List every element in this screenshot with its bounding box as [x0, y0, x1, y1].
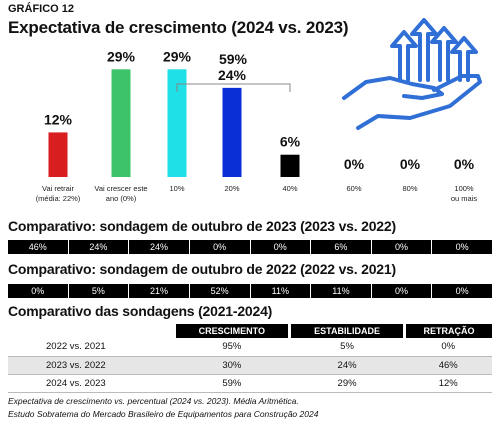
- summary-table: CRESCIMENTO ESTABILIDADE RETRAÇÃO 2022 v…: [8, 324, 492, 393]
- bar: [167, 69, 187, 177]
- hand-growth-arrows-icon: [342, 18, 482, 130]
- footnote: Expectativa de crescimento vs. percentua…: [8, 395, 318, 421]
- category-label: ou mais: [451, 194, 478, 203]
- strip-cell: 11%: [251, 284, 312, 298]
- strip-cell: 0%: [8, 284, 69, 298]
- chart-label: GRÁFICO 12: [8, 3, 75, 15]
- strip-cell: 0%: [251, 240, 312, 254]
- comparison-title-2022: Comparativo: sondagem de outubro de 2022…: [8, 261, 396, 277]
- table-cell: 2023 vs. 2022: [8, 356, 174, 375]
- bar-value-label: 29%: [163, 48, 192, 64]
- bar: [280, 154, 300, 177]
- bar-value-label: 0%: [344, 156, 365, 172]
- strip-cell: 24%: [129, 240, 190, 254]
- table-cell: 24%: [289, 356, 405, 375]
- footnote-line2: Estudo Sobratema do Mercado Brasileiro d…: [8, 409, 319, 419]
- table-cell: 29%: [289, 374, 405, 393]
- bar-value-label: 6%: [280, 134, 301, 150]
- group-bracket: [176, 83, 291, 92]
- bar: [48, 132, 68, 177]
- bar-value-label: 12%: [44, 111, 73, 127]
- table-header-crescimento: CRESCIMENTO: [172, 324, 290, 338]
- bar: [111, 69, 131, 177]
- category-label: 20%: [224, 184, 239, 193]
- bar-value-label: 29%: [107, 48, 136, 64]
- strip-cell: 0%: [372, 240, 433, 254]
- bar-value-label: 0%: [454, 156, 475, 172]
- table-row: 2022 vs. 2021 95% 5% 0%: [8, 338, 492, 357]
- table-header-estabilidade: ESTABILIDADE: [288, 324, 405, 338]
- table-cell: 2022 vs. 2021: [8, 338, 174, 357]
- group-total-label: 59%: [219, 51, 248, 67]
- table-row: 2024 vs. 2023 59% 29% 12%: [8, 374, 492, 393]
- table-cell: 30%: [174, 356, 290, 375]
- comparison-title-2023: Comparativo: sondagem de outubro de 2023…: [8, 218, 396, 234]
- table-cell: 95%: [174, 338, 290, 357]
- table-cell: 46%: [404, 356, 492, 375]
- bar: [222, 87, 242, 177]
- category-label: ano (0%): [106, 194, 137, 203]
- comparison-strip-2022: 0% 5% 21% 52% 11% 11% 0% 0%: [8, 284, 492, 298]
- strip-cell: 46%: [8, 240, 69, 254]
- bar-value-label: 24%: [218, 67, 247, 83]
- strip-cell: 6%: [311, 240, 372, 254]
- strip-cell: 0%: [372, 284, 433, 298]
- chart-title: Expectativa de crescimento (2024 vs. 202…: [8, 18, 349, 37]
- strip-cell: 21%: [129, 284, 190, 298]
- table-row: 2023 vs. 2022 30% 24% 46%: [8, 356, 492, 375]
- bar-chart: 12% 29% 29% 24% 6% 0% 0% 0% Vai retrair(média: 2…: [36, 48, 478, 203]
- strip-cell: 52%: [190, 284, 251, 298]
- strip-cell: 0%: [190, 240, 251, 254]
- category-label: Vai retrair: [42, 184, 74, 193]
- table-cell: 12%: [404, 374, 492, 393]
- category-label: 40%: [282, 184, 297, 193]
- category-label: (média: 22%): [36, 194, 81, 203]
- strip-cell: 24%: [69, 240, 130, 254]
- table-cell: 5%: [289, 338, 405, 357]
- table-header-retracao: RETRAÇÃO: [402, 324, 492, 338]
- table-header-blank: [8, 324, 174, 338]
- category-label: 80%: [402, 184, 417, 193]
- table-cell: 2024 vs. 2023: [8, 374, 174, 393]
- footnote-line1: Expectativa de crescimento vs. percentua…: [8, 396, 299, 406]
- bar-value-label: 0%: [400, 156, 421, 172]
- table-cell: 59%: [174, 374, 290, 393]
- table-cell: 0%: [404, 338, 492, 357]
- summary-title: Comparativo das sondagens (2021-2024): [8, 303, 273, 319]
- category-label: 10%: [169, 184, 184, 193]
- strip-cell: 0%: [455, 242, 469, 252]
- category-label: 100%: [454, 184, 474, 193]
- strip-cell: 0%: [455, 286, 469, 296]
- category-label: 60%: [346, 184, 361, 193]
- comparison-strip-2023: 46% 24% 24% 0% 0% 6% 0% 0%: [8, 240, 492, 254]
- category-label: Vai crescer este: [94, 184, 147, 193]
- strip-cell: 5%: [69, 284, 130, 298]
- strip-cell: 11%: [311, 284, 372, 298]
- table-header-row: CRESCIMENTO ESTABILIDADE RETRAÇÃO: [8, 324, 492, 338]
